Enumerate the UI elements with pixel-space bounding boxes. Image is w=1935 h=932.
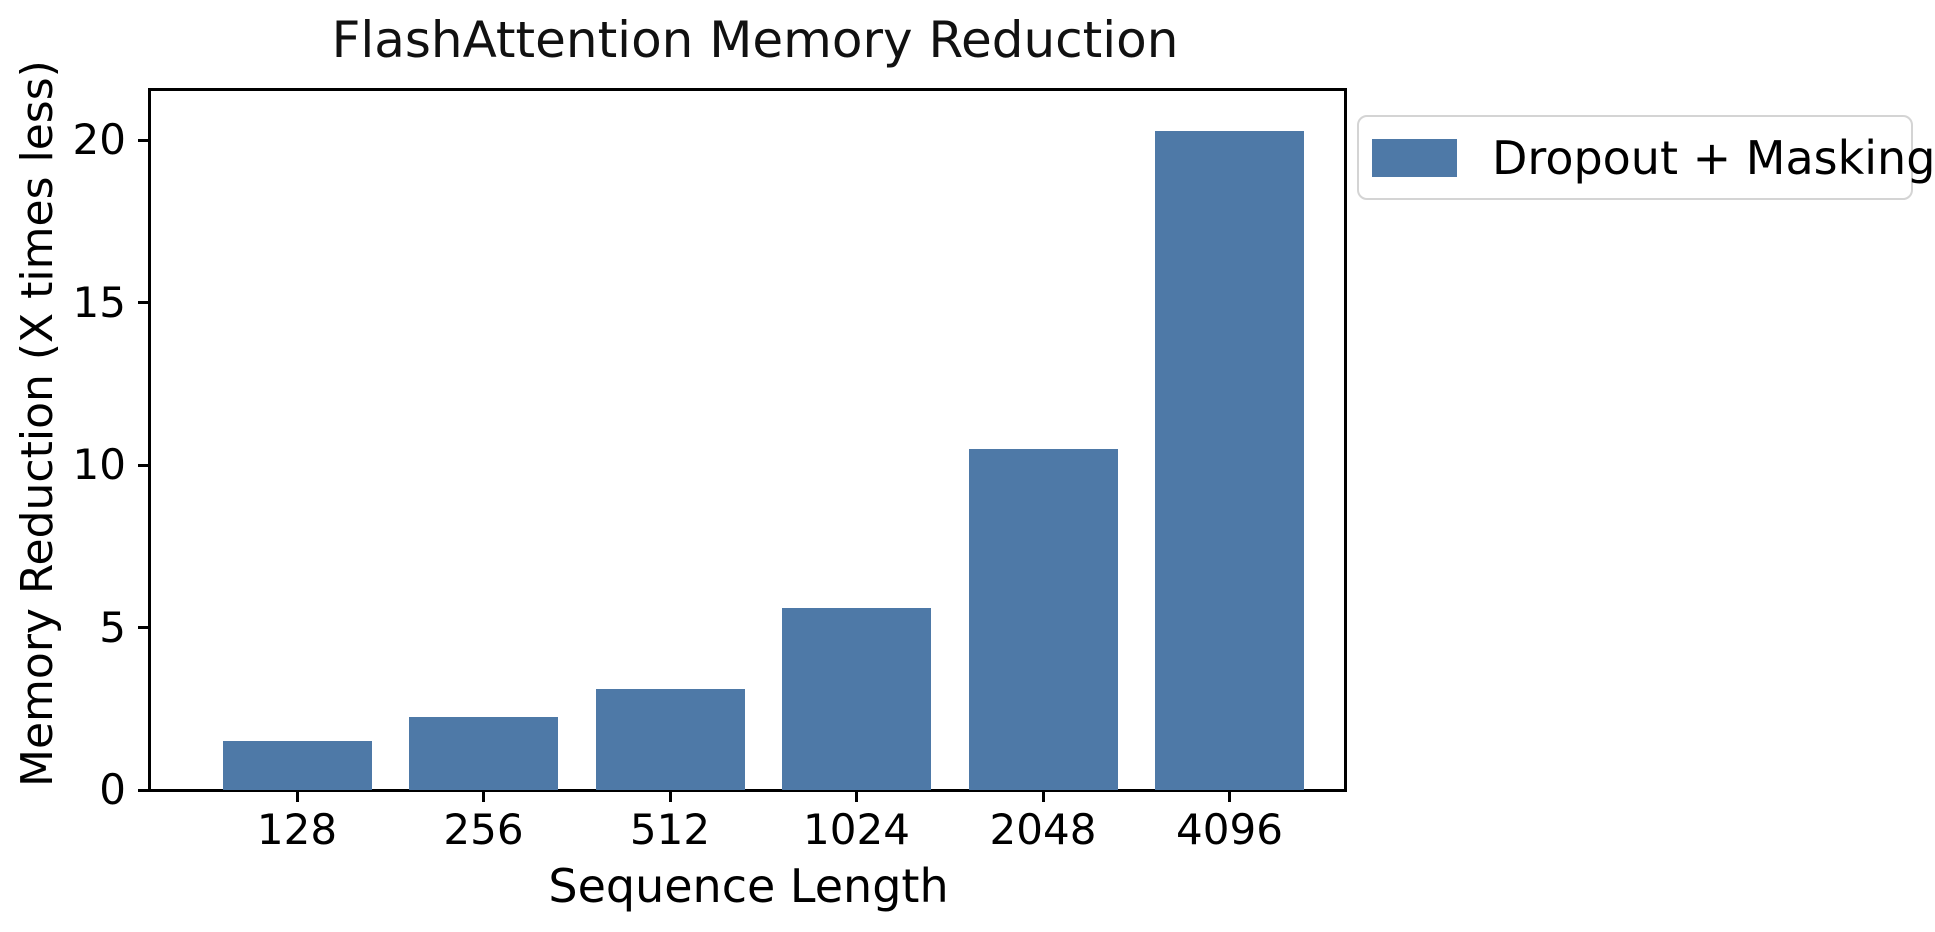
x-tick-label: 4096 [1176,805,1283,854]
bar-2048 [968,448,1118,790]
y-tick-mark [138,626,148,630]
x-tick-label: 512 [629,805,711,854]
y-tick-mark [138,301,148,305]
x-tick-mark [1041,792,1045,802]
x-tick-mark [295,792,299,802]
y-tick-label: 20 [72,115,126,165]
bar-512 [595,689,745,790]
x-tick-label: 128 [256,805,338,854]
legend: Dropout + Masking [1357,115,1935,200]
y-tick-mark [138,463,148,467]
bar-128 [222,741,372,790]
x-tick-mark [482,792,485,802]
bar-4096 [1155,130,1304,790]
y-tick-mark [138,788,148,792]
bar-256 [409,716,558,790]
bar-1024 [782,608,931,790]
x-tick-mark [1228,792,1231,802]
x-tick-label: 2048 [989,805,1097,854]
plot-area [148,88,1347,792]
y-axis-label: Memory Reduction (X times less) [12,60,63,787]
x-tick-label: 1024 [803,805,910,854]
x-tick-mark [855,792,858,802]
x-tick-label: 256 [443,805,524,854]
x-axis-label: Sequence Length [548,859,949,913]
legend-label: Dropout + Masking [1492,130,1935,185]
y-tick-label: 5 [99,602,126,652]
y-tick-label: 0 [99,765,126,814]
chart-title: FlashAttention Memory Reduction [331,11,1179,69]
y-tick-mark [138,138,148,142]
y-tick-label: 15 [72,277,126,327]
x-tick-mark [668,792,672,802]
legend-swatch [1372,138,1457,177]
y-tick-label: 10 [72,440,126,490]
